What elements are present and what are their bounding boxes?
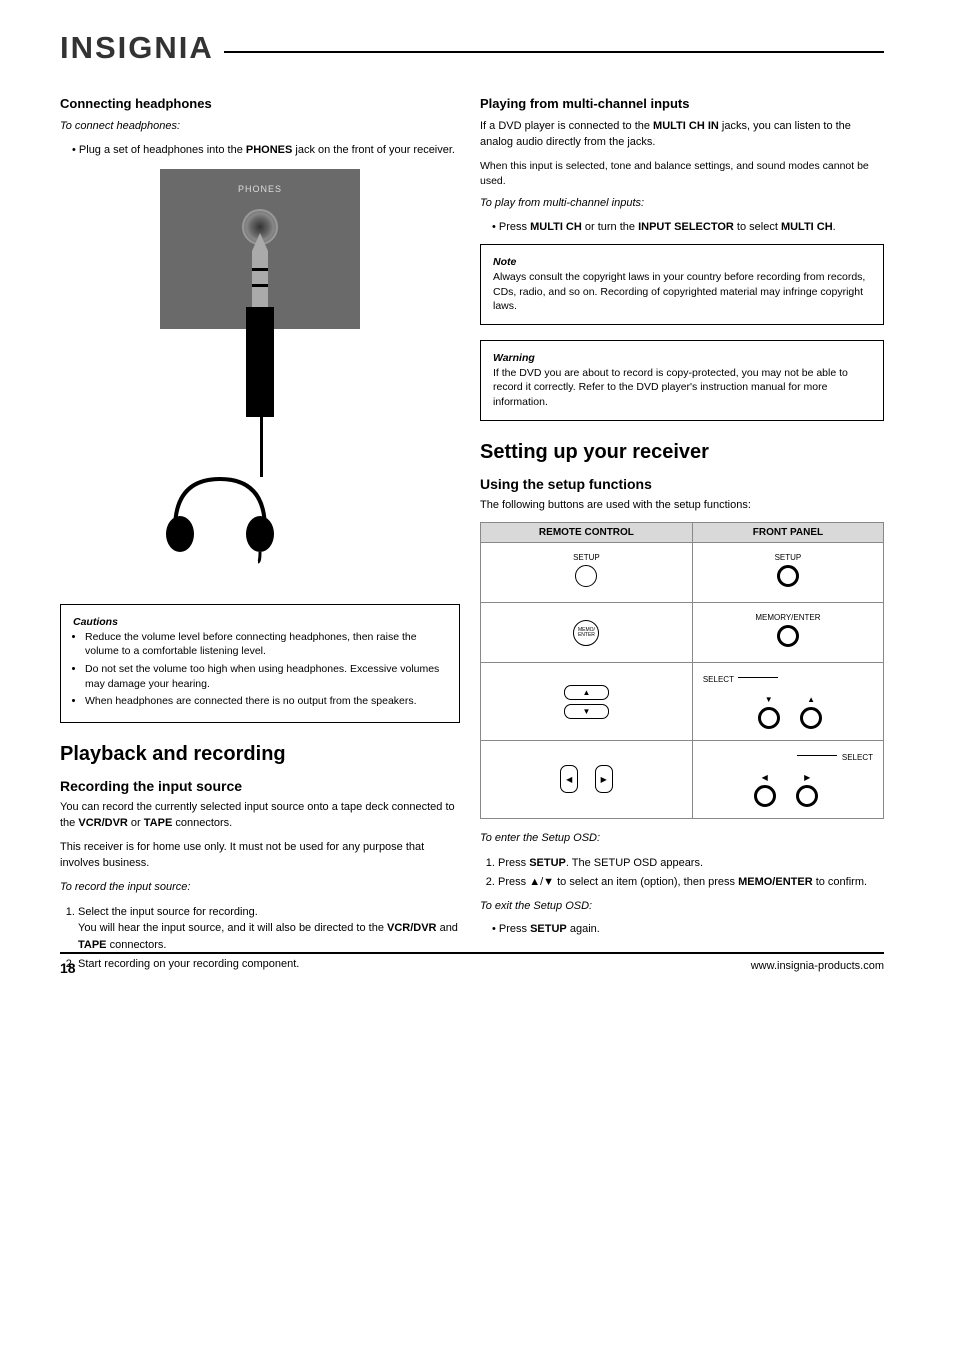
step-text: • Press	[492, 923, 530, 935]
select-right-button-icon	[796, 785, 818, 807]
header-rule	[224, 51, 884, 53]
left-arrow-label: ◀	[762, 773, 768, 782]
caution-item: Reduce the volume level before connectin…	[85, 630, 447, 659]
select-line-icon	[797, 755, 837, 756]
step-bold: SETUP	[530, 923, 567, 935]
page-footer: 18 www.insignia-products.com	[60, 952, 884, 976]
setup-button-label: SETUP	[487, 553, 686, 562]
footer-url: www.insignia-products.com	[751, 960, 884, 976]
recording-title: Recording the input source	[60, 778, 460, 794]
right-button-icon: ▶	[595, 765, 613, 793]
select-up-button-icon	[800, 707, 822, 729]
button-inner-label: MEMO/ENTER	[578, 628, 595, 638]
setup-section-title: Setting up your receiver	[480, 441, 884, 464]
up-arrow-label: ▲	[807, 695, 815, 704]
multi-to-title: To play from multi-channel inputs:	[480, 196, 884, 212]
select-label: SELECT	[842, 753, 873, 762]
phones-jack-label: PHONES	[160, 184, 360, 194]
table-row: ▲ ▼ SELECT ▼ ▲	[481, 662, 884, 740]
caution-item: Do not set the volume too high when usin…	[85, 662, 447, 691]
plug-shaft-icon	[252, 251, 268, 307]
recording-body2: This receiver is for home use only. It m…	[60, 840, 460, 872]
headphones-title: Connecting headphones	[60, 96, 460, 111]
setup-button-icon	[777, 565, 799, 587]
recording-section-title: Playback and recording	[60, 743, 460, 766]
down-button-icon: ▼	[564, 704, 609, 719]
select-line-icon	[738, 677, 778, 678]
warning-text: If the DVD you are about to record is co…	[493, 366, 871, 410]
right-arrow-label: ▶	[804, 773, 810, 782]
table-row: SETUP SETUP	[481, 542, 884, 602]
setup-subtitle: Using the setup functions	[480, 476, 884, 492]
plug-body-icon	[246, 307, 274, 417]
recording-body: You can record the currently selected in…	[60, 800, 460, 832]
plug-tip-icon	[252, 233, 268, 251]
enter-title: To enter the Setup OSD:	[480, 831, 884, 847]
cable-icon	[260, 417, 263, 477]
caution-label: Cautions	[73, 616, 118, 628]
exit-title: To exit the Setup OSD:	[480, 899, 884, 915]
setup-button-icon	[575, 565, 597, 587]
table-row: ◀ ▶ SELECT ◀ ▶	[481, 740, 884, 818]
brand-logo: INSIGNIA	[60, 30, 214, 66]
step-bold: MEMO/ENTER	[738, 876, 813, 888]
down-arrow-label: ▼	[765, 695, 773, 704]
setup-body: The following buttons are used with the …	[480, 498, 884, 514]
page-number: 18	[60, 960, 76, 976]
multi-title: Playing from multi-channel inputs	[480, 96, 884, 111]
memory-enter-button-icon	[777, 625, 799, 647]
memo-enter-button-icon: MEMO/ENTER	[573, 620, 599, 646]
note-label: Note	[493, 256, 516, 268]
step-bold: SETUP	[529, 857, 566, 869]
note-box: Note Always consult the copyright laws i…	[480, 244, 884, 325]
step-text: Press	[498, 857, 529, 869]
enter-step: Press ▲/▼ to select an item (option), th…	[498, 874, 884, 891]
note-text: Always consult the copyright laws in you…	[493, 270, 871, 314]
setup-button-label: SETUP	[699, 553, 877, 562]
memory-enter-label: MEMORY/ENTER	[699, 613, 877, 622]
step-text: . The SETUP OSD appears.	[566, 857, 703, 869]
step-detail: You will hear the input source, and it w…	[78, 922, 458, 951]
table-header: REMOTE CONTROL	[481, 522, 693, 542]
step-text: Select the input source for recording.	[78, 906, 258, 918]
plug-ring-icon	[252, 268, 268, 271]
select-down-button-icon	[758, 707, 780, 729]
page-header: INSIGNIA	[60, 30, 884, 66]
headphones-step: • Plug a set of headphones into the PHON…	[60, 143, 460, 159]
multi-step: • Press MULTI CH or turn the INPUT SELEC…	[480, 220, 884, 236]
headphone-diagram: PHONES	[150, 169, 370, 589]
exit-step: • Press SETUP again.	[480, 922, 884, 938]
step-text: to confirm.	[813, 876, 867, 888]
table-header: FRONT PANEL	[692, 522, 883, 542]
caution-box: Cautions Reduce the volume level before …	[60, 604, 460, 723]
table-row: MEMO/ENTER MEMORY/ENTER	[481, 602, 884, 662]
plug-ring-icon	[252, 284, 268, 287]
step-text: again.	[567, 923, 600, 935]
headphones-intro: To connect headphones:	[60, 119, 460, 135]
caution-item: When headphones are connected there is n…	[85, 694, 447, 709]
recording-to-title: To record the input source:	[60, 880, 460, 896]
multi-intro: If a DVD player is connected to the MULT…	[480, 119, 884, 151]
warning-box: Warning If the DVD you are about to reco…	[480, 340, 884, 421]
enter-step: Press SETUP. The SETUP OSD appears.	[498, 855, 884, 872]
button-table: REMOTE CONTROL FRONT PANEL SETUP SETUP	[480, 522, 884, 819]
footer-rule	[60, 952, 884, 954]
select-label: SELECT	[703, 675, 734, 684]
select-left-button-icon	[754, 785, 776, 807]
step-text: Press	[498, 876, 529, 888]
headphones-icon	[160, 469, 280, 569]
step-text: to select an item (option), then press	[554, 876, 738, 888]
left-button-icon: ◀	[560, 765, 578, 793]
multi-note: When this input is selected, tone and ba…	[480, 159, 884, 188]
recording-step: Select the input source for recording. Y…	[78, 904, 460, 954]
warning-label: Warning	[493, 352, 535, 364]
up-button-icon: ▲	[564, 685, 609, 700]
